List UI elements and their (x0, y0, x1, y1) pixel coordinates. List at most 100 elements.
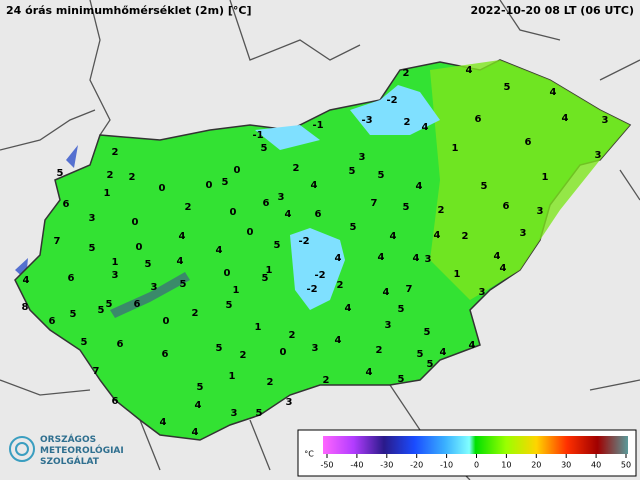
station-value: 4 (311, 180, 318, 191)
station-value: 0 (230, 207, 237, 218)
station-value: 6 (63, 199, 70, 210)
station-value: 5 (398, 304, 405, 315)
station-value: 5 (216, 343, 223, 354)
station-value: 0 (132, 217, 139, 228)
station-value: 0 (247, 227, 254, 238)
station-value: 5 (106, 299, 113, 310)
station-value: 6 (68, 273, 75, 284)
station-value: 4 (179, 231, 186, 242)
colorbar-label: -20 (410, 461, 423, 470)
station-value: 3 (385, 320, 392, 331)
logo-line: METEOROLÓGIAI (40, 444, 124, 456)
station-value: 5 (403, 202, 410, 213)
cold-zone (255, 85, 440, 310)
station-value: 5 (98, 305, 105, 316)
station-value: 5 (256, 408, 263, 419)
station-value: 2 (438, 205, 445, 216)
station-value: 0 (163, 316, 170, 327)
station-value: 1 (266, 265, 273, 276)
station-value: 5 (89, 243, 96, 254)
station-value: 6 (315, 209, 322, 220)
logo-line: ORSZÁGOS (40, 433, 96, 445)
station-value: 5 (398, 374, 405, 385)
station-value: 1 (233, 285, 240, 296)
station-value: 5 (226, 300, 233, 311)
logo: ORSZÁGOS METEOROLÓGIAI SZOLGÁLAT (9, 433, 124, 467)
station-value: 2 (240, 350, 247, 361)
station-value: 2 (129, 172, 136, 183)
colorbar-label: 30 (561, 461, 571, 470)
station-value: 4 (195, 400, 202, 411)
station-value: 0 (206, 180, 213, 191)
station-value: 3 (520, 228, 527, 239)
station-value: 3 (537, 206, 544, 217)
station-value: 4 (434, 230, 441, 241)
station-value: 3 (595, 150, 602, 161)
station-value: 6 (117, 339, 124, 350)
station-value: 2 (337, 280, 344, 291)
colorbar-label: 40 (591, 461, 601, 470)
station-value: 2 (404, 117, 411, 128)
station-value: 5 (222, 177, 229, 188)
station-value: -2 (298, 236, 309, 247)
station-value: -1 (312, 120, 323, 131)
colorbar-label: 50 (621, 461, 631, 470)
station-value: 5 (274, 240, 281, 251)
station-value: 7 (406, 284, 413, 295)
colorbar-label: 20 (531, 461, 541, 470)
station-value: 5 (427, 359, 434, 370)
station-value: 6 (263, 198, 270, 209)
station-value: 2 (403, 68, 410, 79)
station-value: 4 (500, 263, 507, 274)
station-value: 3 (359, 152, 366, 163)
station-value: 5 (145, 259, 152, 270)
station-value: 0 (159, 183, 166, 194)
station-value: 4 (345, 303, 352, 314)
station-value: 8 (22, 302, 29, 313)
colorbar (323, 436, 628, 454)
station-value: 6 (162, 349, 169, 360)
station-value: 4 (177, 256, 184, 267)
station-value: 4 (378, 252, 385, 263)
station-value: 2 (376, 345, 383, 356)
colorbar-label: 10 (501, 461, 511, 470)
lake-balaton (110, 272, 190, 318)
station-value: 4 (562, 113, 569, 124)
station-value: 2 (323, 375, 330, 386)
station-value: 5 (504, 82, 511, 93)
station-value: 3 (602, 115, 609, 126)
station-value: 0 (280, 347, 287, 358)
station-value: 0 (136, 242, 143, 253)
title: 24 órás minimumhőmérséklet (2m) [°C] (6, 4, 252, 17)
station-value: 3 (479, 287, 486, 298)
station-value: -1 (252, 130, 263, 141)
station-value: 7 (371, 198, 378, 209)
station-value: 6 (134, 299, 141, 310)
station-value: 4 (440, 347, 447, 358)
station-value: 3 (312, 343, 319, 354)
station-value: 2 (185, 202, 192, 213)
colorbar-label: -40 (350, 461, 363, 470)
station-value: 2 (289, 330, 296, 341)
station-value: 4 (192, 427, 199, 438)
station-value: 4 (160, 417, 167, 428)
station-value: 6 (49, 316, 56, 327)
station-value: 5 (81, 337, 88, 348)
station-value: 3 (151, 282, 158, 293)
station-value: -2 (386, 95, 397, 106)
station-value: -2 (314, 270, 325, 281)
station-value: 5 (70, 309, 77, 320)
station-value: 2 (112, 147, 119, 158)
station-value: 1 (542, 172, 549, 183)
station-value: 2 (192, 308, 199, 319)
station-value: 4 (469, 340, 476, 351)
station-value: 4 (216, 245, 223, 256)
station-value: 4 (23, 275, 30, 286)
station-value: -2 (306, 284, 317, 295)
station-value: 5 (424, 327, 431, 338)
station-value: 5 (57, 168, 64, 179)
station-value: 4 (285, 209, 292, 220)
colorbar-label: -30 (380, 461, 393, 470)
station-value: 5 (349, 166, 356, 177)
